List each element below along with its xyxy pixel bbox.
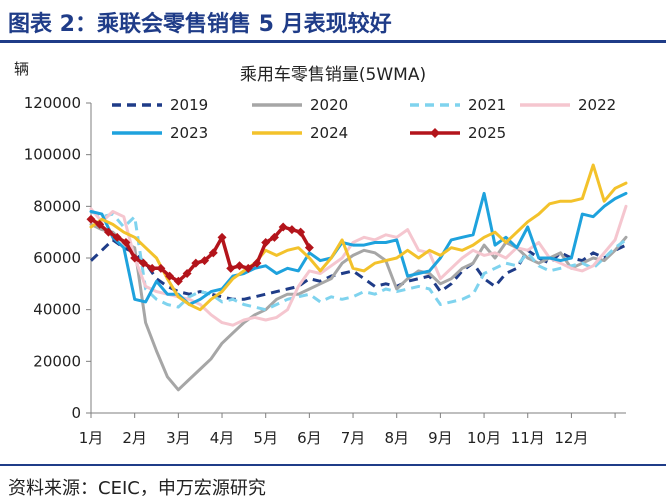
series-point-2025 <box>304 243 314 253</box>
series-point-2025 <box>182 269 192 278</box>
legend-label-2022: 2022 <box>578 96 616 114</box>
legend-label-2019: 2019 <box>170 96 208 114</box>
x-tick-label: 6月 <box>297 429 322 447</box>
footer-rule <box>0 464 666 466</box>
series-point-2025 <box>252 258 262 268</box>
series-point-2025 <box>130 253 140 263</box>
y-tick-label: 60000 <box>33 249 81 267</box>
series-line-2022 <box>89 204 628 327</box>
x-tick-label: 9月 <box>428 429 453 447</box>
series-point-2025 <box>296 227 306 237</box>
series-line-2019 <box>89 238 627 301</box>
series-point-2025 <box>147 263 157 273</box>
legend-label-2024: 2024 <box>310 124 348 142</box>
x-tick-label: 12月 <box>554 429 588 447</box>
x-tick-label: 2月 <box>122 429 147 447</box>
y-tick-label: 80000 <box>33 197 81 215</box>
y-tick-label: 120000 <box>24 94 81 112</box>
series-point-2025 <box>103 227 113 237</box>
series-point-2025 <box>243 263 253 273</box>
series-point-2025 <box>226 263 236 273</box>
series-point-2025 <box>261 238 271 247</box>
legend-label-2023: 2023 <box>170 124 208 142</box>
x-tick-label: 11月 <box>511 429 545 447</box>
legend-marker-2025 <box>430 128 440 138</box>
y-tick-label: 0 <box>71 404 81 422</box>
series-point-2025 <box>156 263 166 273</box>
y-tick-label: 40000 <box>33 301 81 319</box>
series-point-2025 <box>191 258 201 268</box>
series-point-2025 <box>234 261 244 271</box>
x-tick-label: 10月 <box>467 429 501 447</box>
series-point-2025 <box>278 222 288 232</box>
series-point-2025 <box>208 248 218 258</box>
x-tick-label: 1月 <box>79 429 104 447</box>
series-point-2025 <box>112 232 122 242</box>
y-tick-label: 20000 <box>33 352 81 370</box>
x-tick-label: 5月 <box>253 429 278 447</box>
legend-label-2021: 2021 <box>468 96 506 114</box>
series-line-2020 <box>89 222 628 392</box>
line-chart: 0 20000 40000 60000 80000 100000 120000 1月 2月 3月 4… <box>24 94 628 447</box>
series-point-2025 <box>217 232 227 242</box>
series-line-2023 <box>89 191 628 306</box>
source-note: 资料来源：CEIC，申万宏源研究 <box>8 478 266 499</box>
series-point-2025 <box>200 256 210 266</box>
y-tick-label: 100000 <box>24 146 81 164</box>
series-point-2025 <box>95 219 105 229</box>
page-title: 图表 2：乘联会零售销售 5 月表现较好 <box>8 12 392 37</box>
y-axis-unit-label: 辆 <box>14 60 30 78</box>
legend-label-2020: 2020 <box>310 96 348 114</box>
x-tick-label: 7月 <box>341 429 366 447</box>
header-rule <box>0 40 666 43</box>
chart-title: 乘用车零售销量(5WMA) <box>239 65 427 85</box>
series-line-2021 <box>90 210 627 312</box>
series-point-2025 <box>138 258 148 268</box>
chart-legend: 2019 2020 2021 2022 2023 2024 2025 <box>112 96 616 142</box>
legend-label-2025: 2025 <box>468 124 506 142</box>
series-point-2025 <box>121 238 131 247</box>
series-point-2025 <box>173 276 183 286</box>
series-point-2025 <box>165 271 175 281</box>
series-point-2025 <box>86 214 96 224</box>
series-line-2024 <box>89 163 628 312</box>
series-point-2025 <box>269 232 279 242</box>
series-point-2025 <box>287 225 297 235</box>
x-tick-label: 4月 <box>210 429 235 447</box>
chart-series-layer <box>86 163 628 392</box>
header: 图表 2：乘联会零售销售 5 月表现较好 <box>0 0 666 44</box>
x-tick-label: 8月 <box>384 429 409 447</box>
chart-axes: 0 20000 40000 60000 80000 100000 120000 1月 2月 3月 4… <box>24 94 626 447</box>
x-tick-label: 3月 <box>166 429 191 447</box>
